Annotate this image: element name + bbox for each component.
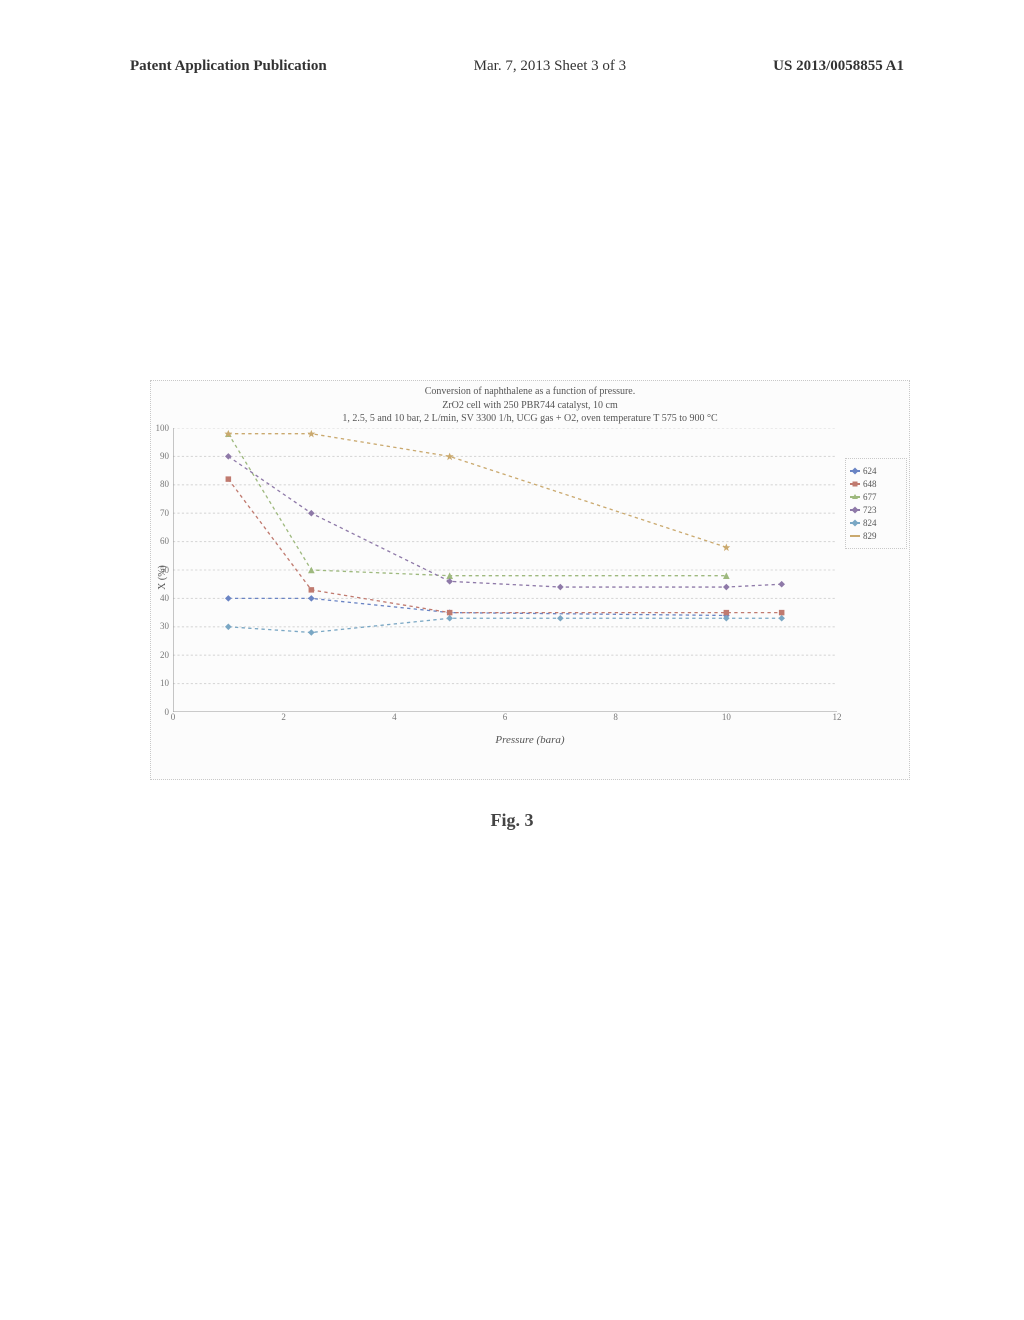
y-tick: 0: [165, 707, 170, 717]
legend-swatch: [850, 535, 860, 537]
x-tick: 6: [503, 712, 508, 722]
legend-label: 723: [863, 505, 877, 515]
chart-title-2: ZrO2 cell with 250 PBR744 catalyst, 10 c…: [161, 399, 899, 413]
plot-svg: [173, 428, 837, 712]
y-tick: 50: [160, 565, 169, 575]
y-tick: 30: [160, 621, 169, 631]
header-docnum: US 2013/0058855 A1: [773, 58, 904, 75]
x-tick-labels: 024681012: [173, 712, 837, 728]
legend-item: 824: [850, 518, 902, 528]
x-axis-label: Pressure (bara): [151, 734, 909, 746]
legend-swatch: [850, 509, 860, 511]
y-tick-labels: 0102030405060708090100: [147, 428, 171, 712]
x-tick: 0: [171, 712, 176, 722]
y-tick: 10: [160, 678, 169, 688]
legend-label: 624: [863, 466, 877, 476]
legend-swatch: [850, 483, 860, 485]
plot-area: 0102030405060708090100: [173, 428, 837, 712]
y-tick: 70: [160, 508, 169, 518]
y-tick: 80: [160, 479, 169, 489]
figure-caption: Fig. 3: [0, 810, 1024, 831]
legend-swatch: [850, 470, 860, 472]
header-publication: Patent Application Publication: [130, 58, 327, 75]
x-tick: 2: [281, 712, 286, 722]
legend-label: 829: [863, 531, 877, 541]
chart-container: Conversion of naphthalene as a function …: [150, 380, 910, 780]
legend-label: 677: [863, 492, 877, 502]
page-header: Patent Application Publication Mar. 7, 2…: [0, 58, 1024, 75]
legend-item: 723: [850, 505, 902, 515]
x-tick: 8: [613, 712, 618, 722]
x-tick: 4: [392, 712, 397, 722]
legend-item: 624: [850, 466, 902, 476]
legend: 624 648 677 723 824 829: [845, 458, 907, 549]
legend-label: 648: [863, 479, 877, 489]
chart-title-3: 1, 2.5, 5 and 10 bar, 2 L/min, SV 3300 1…: [161, 412, 899, 426]
legend-item: 648: [850, 479, 902, 489]
legend-swatch: [850, 496, 860, 498]
chart-title-1: Conversion of naphthalene as a function …: [161, 385, 899, 399]
x-tick: 12: [833, 712, 842, 722]
y-tick: 40: [160, 593, 169, 603]
legend-label: 824: [863, 518, 877, 528]
y-tick: 60: [160, 536, 169, 546]
plot-wrap: 0102030405060708090100 0 2 4 6 8 10 12: [173, 428, 845, 728]
legend-swatch: [850, 522, 860, 524]
legend-item: 829: [850, 531, 902, 541]
y-tick: 90: [160, 451, 169, 461]
chart-body: X (%) 0102030405060708090100 024681012 6…: [151, 428, 909, 728]
x-tick: 10: [722, 712, 731, 722]
chart-titles: Conversion of naphthalene as a function …: [151, 381, 909, 428]
y-tick: 100: [156, 423, 170, 433]
y-tick: 20: [160, 650, 169, 660]
header-sheet: Mar. 7, 2013 Sheet 3 of 3: [474, 58, 626, 75]
legend-item: 677: [850, 492, 902, 502]
